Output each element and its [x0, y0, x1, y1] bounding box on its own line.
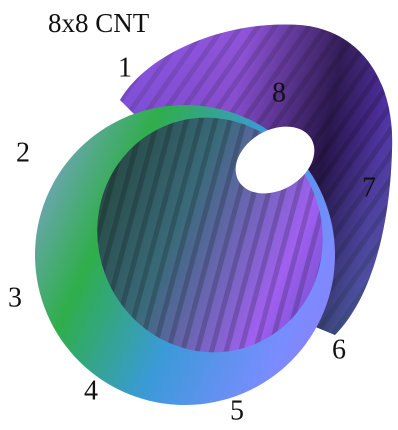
atom-label: 8 [272, 77, 286, 108]
nanotube-figure: 8x8 CNT 1 2 3 4 5 6 7 8 [0, 0, 398, 430]
atom-label: 4 [84, 375, 98, 406]
atom-label: 1 [118, 52, 132, 83]
nanotube [0, 24, 392, 430]
atom-label: 2 [16, 137, 30, 168]
atom-label: 7 [362, 172, 376, 203]
atom-label: 3 [8, 282, 22, 313]
title: 8x8 CNT [48, 8, 150, 38]
atom-label: 5 [230, 395, 244, 426]
atom-label: 6 [332, 334, 346, 365]
